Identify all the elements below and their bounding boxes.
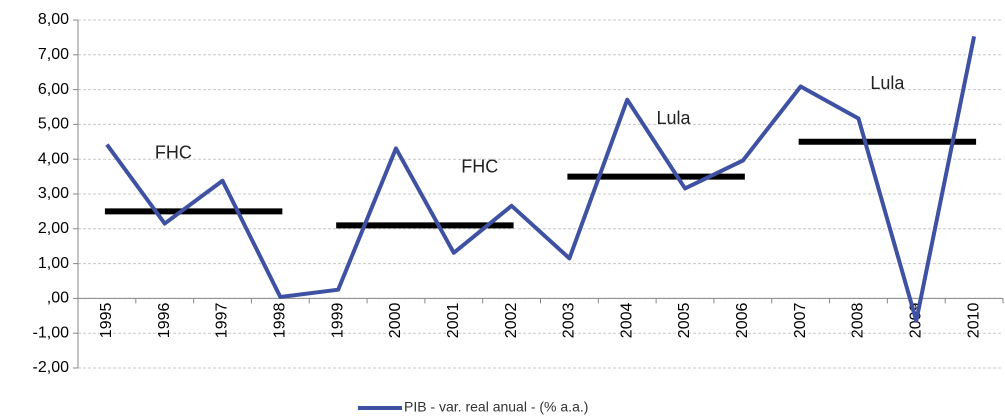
y-tick-label: -2,00 [33, 359, 70, 376]
y-tick-label: 1,00 [38, 255, 69, 272]
period-label: Lula [870, 73, 905, 93]
x-tick-label: 1999 [329, 303, 346, 339]
period-label: FHC [461, 157, 498, 177]
x-tick-label: 1998 [272, 303, 289, 339]
y-tick-label: 2,00 [38, 220, 69, 237]
x-tick-label: 2001 [445, 303, 462, 339]
y-tick-label: 5,00 [38, 116, 69, 133]
x-tick-label: 2003 [561, 303, 578, 339]
y-tick-label: ,00 [47, 290, 69, 307]
y-tick-label: 8,00 [38, 11, 69, 28]
x-tick-label: 2002 [503, 303, 520, 339]
x-tick-label: 1996 [156, 303, 173, 339]
legend-label: PIB - var. real anual - (% a.a.) [404, 399, 588, 415]
x-tick-label: 2004 [618, 303, 635, 339]
period-label: FHC [155, 143, 192, 163]
x-tick-label: 2006 [734, 303, 751, 339]
y-tick-label: 6,00 [38, 81, 69, 98]
y-tick-label: 4,00 [38, 150, 69, 167]
y-tick-label: 3,00 [38, 185, 69, 202]
x-tick-label: 2008 [850, 303, 867, 339]
x-tick-label: 2010 [965, 303, 982, 339]
period-label: Lula [656, 108, 691, 128]
x-tick-label: 2005 [676, 303, 693, 339]
y-tick-label: 7,00 [38, 46, 69, 63]
x-tick-label: 2000 [387, 303, 404, 339]
y-tick-label: -1,00 [33, 324, 70, 341]
x-tick-label: 2007 [792, 303, 809, 339]
data-line [105, 35, 977, 323]
x-tick-label: 1997 [214, 303, 231, 339]
x-tick-label: 1995 [98, 303, 115, 339]
